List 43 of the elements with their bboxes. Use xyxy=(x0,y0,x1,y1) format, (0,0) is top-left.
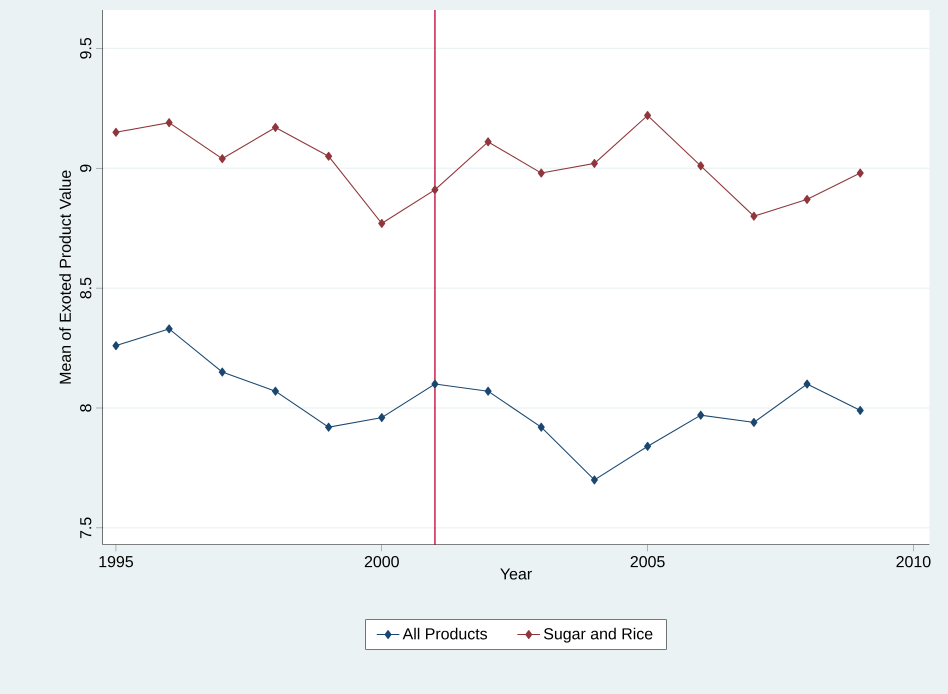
point xyxy=(750,212,758,221)
point xyxy=(644,110,652,120)
legend-label: All Products xyxy=(402,628,488,640)
point xyxy=(538,168,545,178)
point xyxy=(431,380,438,389)
point xyxy=(166,324,173,334)
point xyxy=(218,154,226,164)
x-tick-label: 2010 xyxy=(896,556,931,568)
point xyxy=(378,413,386,422)
point xyxy=(325,152,332,161)
point xyxy=(112,128,120,137)
point xyxy=(590,158,598,168)
point xyxy=(112,341,120,350)
point xyxy=(378,218,386,228)
y-tick-label: 9 xyxy=(80,164,92,172)
y-axis-title: Mean of Exoted Product Value xyxy=(59,170,71,384)
point xyxy=(325,422,332,432)
point xyxy=(590,475,598,484)
point xyxy=(804,380,811,389)
point xyxy=(697,161,704,170)
point xyxy=(272,122,279,132)
x-tick-label: 1995 xyxy=(99,556,134,568)
y-tick-label: 8 xyxy=(80,404,92,412)
legend-label: Sugar and Rice xyxy=(544,628,652,643)
x-tick-label: 2000 xyxy=(364,556,399,568)
point xyxy=(804,194,811,204)
y-tick-label: 8.5 xyxy=(80,278,92,299)
point xyxy=(218,368,226,377)
y-tick-label: 7.5 xyxy=(80,517,92,538)
point xyxy=(856,406,864,415)
x-tick-label: 2005 xyxy=(630,556,665,568)
point xyxy=(697,410,704,420)
point xyxy=(644,442,652,451)
point xyxy=(166,118,173,128)
point xyxy=(856,168,864,178)
y-tick-label: 9.5 xyxy=(80,38,92,59)
point xyxy=(484,386,492,396)
point xyxy=(484,137,492,146)
point xyxy=(750,418,758,427)
point xyxy=(538,422,545,432)
point xyxy=(272,386,279,396)
x-axis-title: Year xyxy=(500,568,532,580)
point xyxy=(431,185,438,194)
